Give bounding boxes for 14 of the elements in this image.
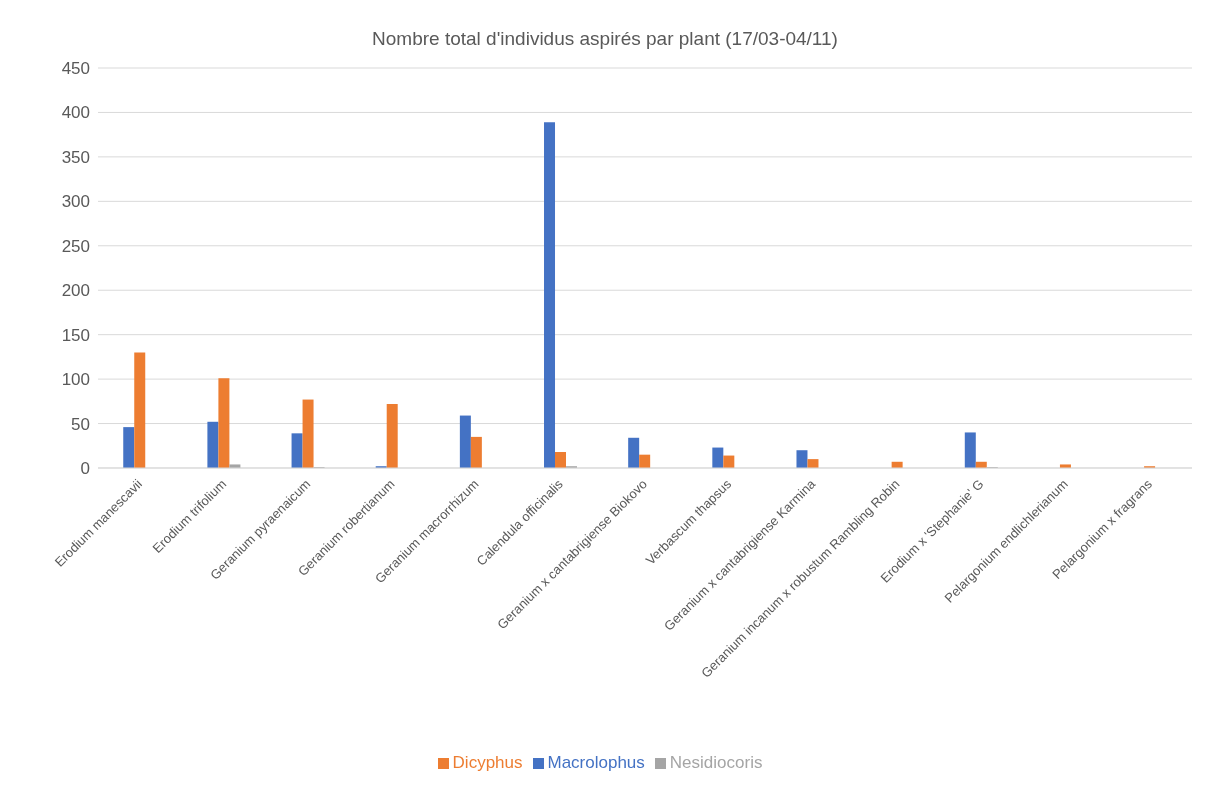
y-tick-label: 50: [71, 414, 90, 434]
legend-label: Macrolophus: [547, 753, 645, 772]
y-tick-label: 250: [61, 236, 90, 256]
y-tick-label: 450: [61, 59, 90, 79]
y-tick-label: 100: [61, 370, 90, 390]
legend-label: Dicyphus: [452, 753, 523, 772]
legend-label: Nesidiocoris: [669, 753, 763, 772]
chart-title: Nombre total d'individus aspirés par plant (17/03-04/11): [371, 27, 839, 51]
y-tick-label: 350: [61, 147, 90, 167]
y-tick-label: 300: [61, 192, 90, 212]
y-tick-label: 200: [61, 281, 90, 301]
y-tick-label: 0: [80, 459, 90, 479]
y-tick-label: 150: [61, 325, 90, 345]
y-tick-label: 400: [61, 103, 90, 123]
